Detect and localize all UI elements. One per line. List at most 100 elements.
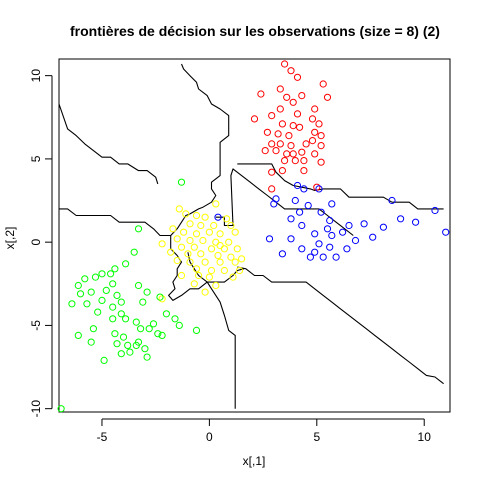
boundary-line-5 [237,266,444,385]
x-tick-label: 0 [206,430,213,444]
data-point [134,281,143,290]
data-point [442,228,450,236]
data-point [192,211,201,220]
data-point [326,216,334,225]
data-point [158,295,166,303]
data-point [175,205,183,213]
data-point [122,315,130,323]
data-point [315,120,323,128]
data-point [276,85,284,93]
data-point [186,236,194,245]
observation-points [57,60,450,413]
data-point [201,213,209,221]
data-point [119,333,128,341]
data-point [223,215,231,223]
data-point [298,221,306,230]
data-point [186,258,194,266]
data-point [197,250,205,258]
data-point [311,248,319,256]
data-point [212,200,220,208]
data-point [210,221,218,230]
data-point [171,315,179,323]
boundary-line-6 [237,163,444,210]
data-point [281,157,289,165]
data-point [199,236,207,245]
data-point [205,273,213,281]
data-point [343,245,351,253]
data-point [117,310,125,318]
y-tick-label: 0 [29,239,43,246]
data-point [291,157,299,165]
data-point [227,221,235,230]
data-point [317,142,325,150]
data-point [289,122,297,130]
data-point [238,255,246,263]
data-point [250,115,259,123]
data-point [268,168,276,176]
data-point [220,245,228,253]
data-point [360,220,368,228]
data-point [323,225,332,233]
data-point [278,167,286,175]
data-point [74,281,82,290]
data-point [278,120,286,128]
data-point [182,210,190,218]
data-point [220,266,228,275]
data-point [263,128,271,136]
data-point [100,356,108,364]
data-point [278,250,286,258]
data-point [109,315,117,323]
data-point [225,238,233,246]
data-point [287,67,295,75]
data-point [132,318,140,326]
data-point [285,132,293,140]
data-point [167,248,175,256]
data-point [201,288,209,296]
data-point [87,338,95,346]
data-point [293,73,302,81]
data-point [76,290,85,298]
data-point [130,248,138,256]
data-point [231,228,239,236]
data-point [300,185,308,193]
data-point [298,245,306,253]
data-point [195,271,203,280]
data-point [388,196,396,205]
data-point [184,250,192,258]
data-point [212,281,220,290]
data-point [283,150,291,158]
data-point [272,147,280,155]
x-tick-label: 5 [313,430,320,444]
data-point [68,300,76,308]
data-point [57,405,65,413]
data-point [162,310,170,318]
data-point [137,325,145,333]
data-point [87,288,95,296]
y-tick-label: -5 [29,320,43,331]
data-point [111,265,119,273]
data-point [311,150,319,158]
data-point [287,235,295,243]
boundary-line-4 [215,168,354,236]
data-point [351,236,360,245]
data-point [141,345,149,353]
data-point [319,253,327,261]
data-point [379,223,387,231]
data-point [289,98,297,106]
data-point [216,258,224,266]
data-point [317,132,325,140]
data-point [214,251,222,260]
data-point [91,273,100,281]
data-point [326,243,334,251]
x-axis-label: x[,1] [243,454,266,468]
data-point [201,258,209,266]
data-point [397,215,405,223]
data-point [190,243,198,251]
data-point [143,288,151,296]
data-point [216,230,224,238]
data-point [212,238,220,246]
y-tick-label: 10 [29,69,43,83]
data-point [158,240,166,248]
data-point [293,181,302,190]
